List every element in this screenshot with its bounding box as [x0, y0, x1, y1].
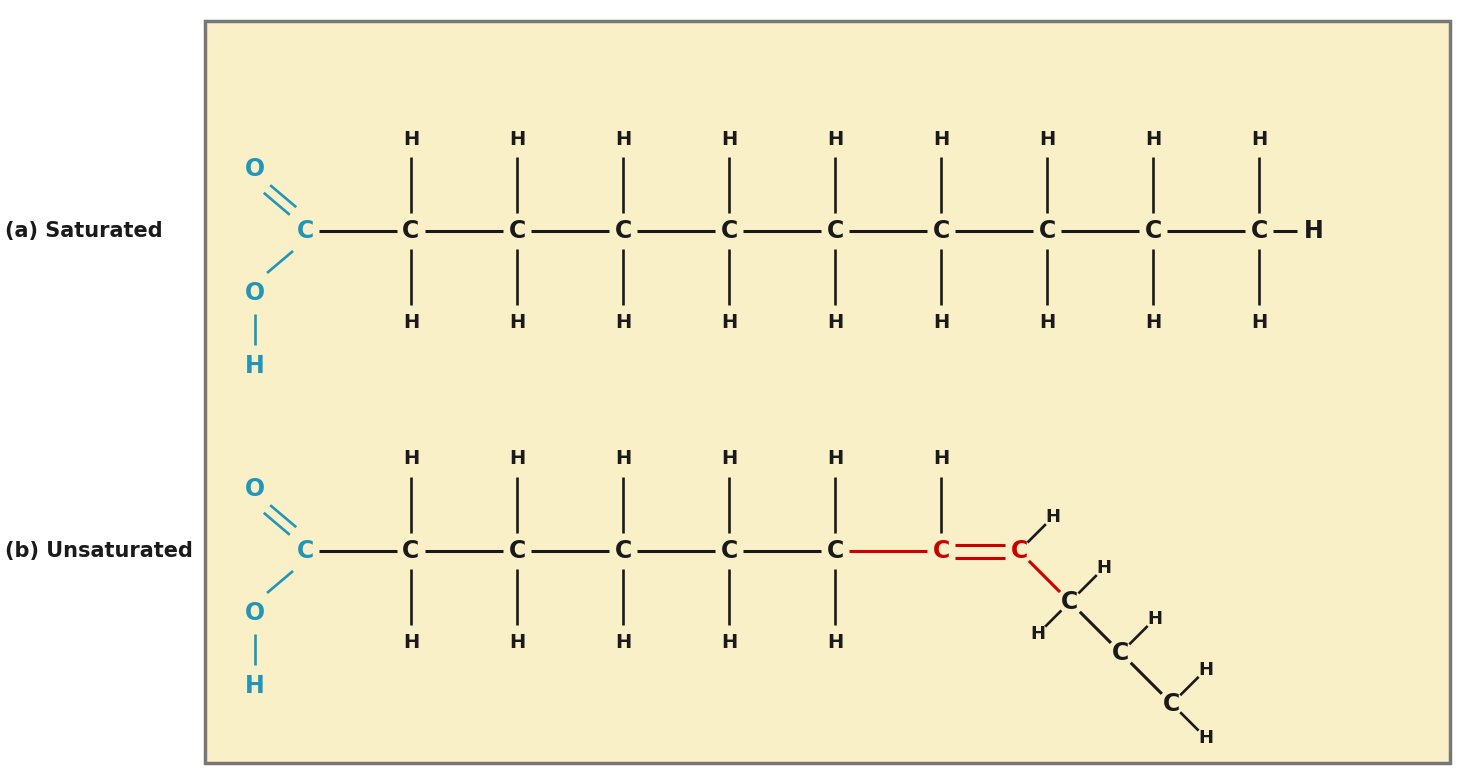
Text: H: H — [827, 633, 843, 652]
Text: C: C — [1061, 590, 1078, 614]
Text: H: H — [1199, 729, 1214, 747]
Text: C: C — [509, 539, 525, 563]
Text: H: H — [1039, 313, 1055, 333]
Text: C: C — [1250, 219, 1268, 243]
Text: C: C — [827, 219, 844, 243]
Text: H: H — [721, 633, 737, 652]
FancyBboxPatch shape — [204, 21, 1450, 763]
Text: C: C — [933, 539, 950, 563]
Text: H: H — [721, 130, 737, 148]
Text: H: H — [1199, 661, 1214, 679]
Text: H: H — [615, 633, 631, 652]
Text: (b) Unsaturated: (b) Unsaturated — [4, 541, 193, 561]
Text: C: C — [721, 539, 737, 563]
Text: H: H — [1144, 313, 1161, 333]
Text: H: H — [827, 130, 843, 148]
Text: C: C — [296, 219, 313, 243]
Text: H: H — [615, 450, 631, 469]
Text: C: C — [1112, 641, 1130, 665]
Text: H: H — [721, 313, 737, 333]
Text: C: C — [615, 219, 631, 243]
Text: (a) Saturated: (a) Saturated — [4, 221, 163, 241]
Text: H: H — [827, 450, 843, 469]
Text: H: H — [933, 450, 949, 469]
Text: H: H — [1031, 625, 1046, 643]
Text: H: H — [509, 450, 525, 469]
Text: H: H — [933, 313, 949, 333]
Text: O: O — [246, 157, 265, 181]
Text: H: H — [403, 633, 419, 652]
Text: H: H — [1250, 130, 1267, 148]
Text: H: H — [403, 450, 419, 469]
Text: H: H — [933, 130, 949, 148]
Text: H: H — [509, 313, 525, 333]
Text: H: H — [721, 450, 737, 469]
Text: C: C — [615, 539, 631, 563]
Text: C: C — [1039, 219, 1056, 243]
Text: C: C — [1164, 692, 1180, 715]
Text: H: H — [246, 674, 265, 698]
Text: C: C — [827, 539, 844, 563]
Text: C: C — [1011, 539, 1028, 563]
Text: H: H — [403, 130, 419, 148]
Text: H: H — [1147, 610, 1162, 628]
Text: H: H — [403, 313, 419, 333]
Text: H: H — [246, 354, 265, 378]
Text: O: O — [246, 281, 265, 305]
Text: O: O — [246, 601, 265, 625]
Text: H: H — [615, 313, 631, 333]
Text: C: C — [1144, 219, 1162, 243]
Text: H: H — [1144, 130, 1161, 148]
Text: H: H — [1305, 219, 1324, 243]
Text: C: C — [403, 219, 419, 243]
Text: C: C — [296, 539, 313, 563]
Text: H: H — [615, 130, 631, 148]
Text: C: C — [403, 539, 419, 563]
Text: H: H — [827, 313, 843, 333]
Text: H: H — [1046, 508, 1061, 526]
Text: H: H — [1039, 130, 1055, 148]
Text: C: C — [509, 219, 525, 243]
Text: C: C — [721, 219, 737, 243]
Text: O: O — [246, 477, 265, 501]
Text: H: H — [1250, 313, 1267, 333]
Text: H: H — [1096, 559, 1112, 577]
Text: H: H — [509, 130, 525, 148]
Text: C: C — [933, 219, 950, 243]
Text: H: H — [509, 633, 525, 652]
